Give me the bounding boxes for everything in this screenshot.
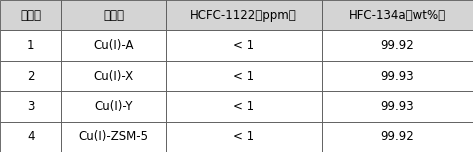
Text: Cu(I)-ZSM-5: Cu(I)-ZSM-5 [79,130,149,143]
Bar [0,91,61,122]
Text: Cu(I)-A: Cu(I)-A [93,39,134,52]
Bar [0,30,61,61]
Text: 3: 3 [27,100,35,113]
Bar [322,91,473,122]
Text: < 1: < 1 [233,69,254,83]
Bar [61,61,166,91]
Bar [166,122,322,152]
Bar [61,0,166,30]
Text: HCFC-1122（ppm）: HCFC-1122（ppm） [190,9,297,22]
Text: HFC-134a（wt%）: HFC-134a（wt%） [349,9,446,22]
Bar [0,0,61,30]
Text: < 1: < 1 [233,39,254,52]
Bar [322,0,473,30]
Bar [61,122,166,152]
Text: 1: 1 [27,39,35,52]
Bar [0,122,61,152]
Text: 4: 4 [27,130,35,143]
Text: Cu(I)-Y: Cu(I)-Y [94,100,133,113]
Text: < 1: < 1 [233,100,254,113]
Bar [322,61,473,91]
Text: 2: 2 [27,69,35,83]
Bar [61,91,166,122]
Text: 99.92: 99.92 [380,130,414,143]
Bar [61,30,166,61]
Bar [322,30,473,61]
Bar [166,91,322,122]
Bar [166,30,322,61]
Text: Cu(I)-X: Cu(I)-X [94,69,133,83]
Bar [0,61,61,91]
Text: 实施例: 实施例 [20,9,41,22]
Bar [166,61,322,91]
Text: 99.92: 99.92 [380,39,414,52]
Bar [166,0,322,30]
Text: 99.93: 99.93 [380,100,414,113]
Text: 99.93: 99.93 [380,69,414,83]
Bar [322,122,473,152]
Text: < 1: < 1 [233,130,254,143]
Text: 吸附剂: 吸附剂 [103,9,124,22]
